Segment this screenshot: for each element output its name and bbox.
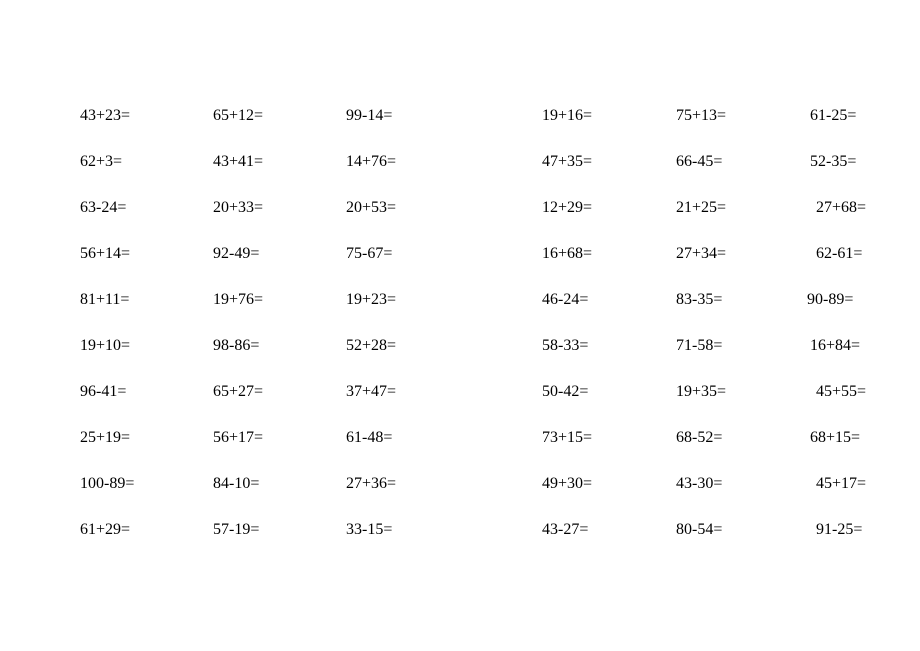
problem-cell: 33-15= [346, 522, 396, 568]
problem-cell: 46-24= [542, 292, 592, 338]
problem-cell: 16+68= [542, 246, 592, 292]
column-3: 99-14=14+76=20+53=75-67=19+23=52+28=37+4… [346, 108, 396, 568]
problem-cell: 27+68= [810, 200, 866, 246]
column-1: 43+23=62+3=63-24=56+14=81+11=19+10=96-41… [80, 108, 134, 568]
problem-cell: 90-89= [807, 292, 866, 338]
problem-cell: 37+47= [346, 384, 396, 430]
problem-cell: 66-45= [676, 154, 726, 200]
problem-cell: 12+29= [542, 200, 592, 246]
problem-cell: 50-42= [542, 384, 592, 430]
problem-cell: 16+84= [810, 338, 866, 384]
problem-cell: 43-30= [676, 476, 726, 522]
problem-cell: 14+76= [346, 154, 396, 200]
problem-cell: 52+28= [346, 338, 396, 384]
problem-cell: 56+14= [80, 246, 134, 292]
problem-cell: 84-10= [213, 476, 263, 522]
problem-cell: 61+29= [80, 522, 134, 568]
problem-cell: 52-35= [810, 154, 866, 200]
problem-cell: 65+27= [213, 384, 263, 430]
problem-cell: 20+53= [346, 200, 396, 246]
problem-cell: 27+34= [676, 246, 726, 292]
column-2: 65+12=43+41=20+33=92-49=19+76=98-86=65+2… [213, 108, 263, 568]
problem-cell: 56+17= [213, 430, 263, 476]
problem-cell: 19+10= [80, 338, 134, 384]
problem-cell: 71-58= [676, 338, 726, 384]
problem-cell: 19+76= [213, 292, 263, 338]
column-5: 75+13=66-45=21+25=27+34=83-35=71-58=19+3… [676, 108, 726, 568]
problem-cell: 45+55= [810, 384, 866, 430]
problem-cell: 99-14= [346, 108, 396, 154]
problem-cell: 92-49= [213, 246, 263, 292]
problem-cell: 21+25= [676, 200, 726, 246]
problem-cell: 47+35= [542, 154, 592, 200]
problem-cell: 68+15= [810, 430, 866, 476]
problem-cell: 68-52= [676, 430, 726, 476]
problem-cell: 81+11= [80, 292, 134, 338]
problem-cell: 80-54= [676, 522, 726, 568]
problem-cell: 62-61= [810, 246, 866, 292]
column-4: 19+16=47+35=12+29=16+68=46-24=58-33=50-4… [542, 108, 592, 568]
problem-cell: 20+33= [213, 200, 263, 246]
problem-cell: 58-33= [542, 338, 592, 384]
problem-cell: 65+12= [213, 108, 263, 154]
problem-cell: 63-24= [80, 200, 134, 246]
problem-cell: 27+36= [346, 476, 396, 522]
problem-cell: 19+23= [346, 292, 396, 338]
problem-cell: 43+23= [80, 108, 134, 154]
problem-cell: 43-27= [542, 522, 592, 568]
problem-cell: 98-86= [213, 338, 263, 384]
problem-cell: 61-25= [810, 108, 866, 154]
problem-cell: 91-25= [810, 522, 866, 568]
problem-cell: 57-19= [213, 522, 263, 568]
problem-cell: 73+15= [542, 430, 592, 476]
problem-cell: 83-35= [676, 292, 726, 338]
problem-cell: 49+30= [542, 476, 592, 522]
problem-cell: 62+3= [80, 154, 134, 200]
problem-cell: 19+16= [542, 108, 592, 154]
problem-cell: 43+41= [213, 154, 263, 200]
problem-cell: 75+13= [676, 108, 726, 154]
column-6: 61-25=52-35=27+68=62-61=90-89=16+84=45+5… [810, 108, 866, 568]
problem-cell: 25+19= [80, 430, 134, 476]
problem-cell: 100-89= [80, 476, 134, 522]
problem-cell: 19+35= [676, 384, 726, 430]
math-worksheet: 43+23=62+3=63-24=56+14=81+11=19+10=96-41… [0, 0, 920, 651]
problem-cell: 75-67= [346, 246, 396, 292]
problem-cell: 61-48= [346, 430, 396, 476]
problem-cell: 96-41= [80, 384, 134, 430]
problem-cell: 45+17= [810, 476, 866, 522]
